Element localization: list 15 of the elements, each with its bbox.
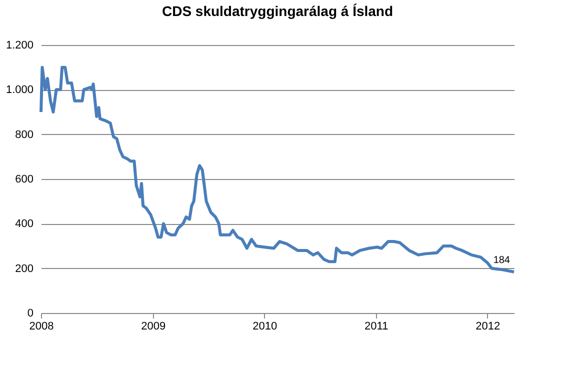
y-tick-label: 1.000 xyxy=(6,84,34,96)
y-tick-label: 1.200 xyxy=(6,40,34,52)
x-tick-label: 2011 xyxy=(364,320,388,332)
y-tick-label: 400 xyxy=(15,218,34,230)
x-tick-label: 2009 xyxy=(141,320,166,332)
y-tick-label: 600 xyxy=(15,174,34,186)
x-tick-label: 2008 xyxy=(29,320,54,332)
line-series xyxy=(40,66,516,274)
annotation: 184 xyxy=(493,254,510,266)
y-tick-label: 800 xyxy=(15,128,34,141)
x-tick-label: 2010 xyxy=(252,320,278,332)
x-tick-label: 2012 xyxy=(476,320,500,332)
y-tick-label: 200 xyxy=(15,262,34,275)
chart-title: CDS skuldatryggingarálag á Ísland xyxy=(162,3,394,19)
y-tick-label: 0 xyxy=(27,308,34,320)
